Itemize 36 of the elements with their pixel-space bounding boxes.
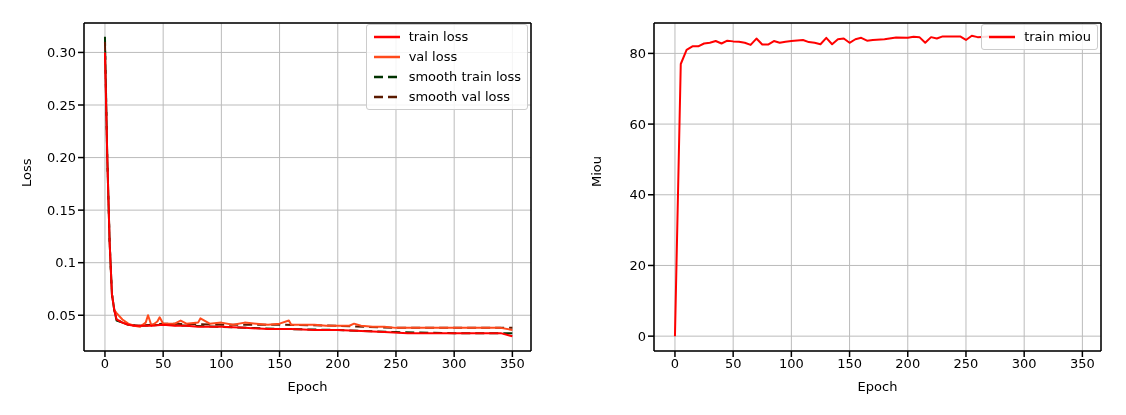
y-axis-title: Loss: [18, 158, 34, 187]
x-tick-label: 300: [441, 356, 467, 372]
legend-label: val loss: [408, 48, 458, 66]
x-axis-title: Epoch: [287, 379, 328, 394]
x-tick-label: 350: [499, 356, 525, 372]
legend-label: train miou: [1024, 28, 1091, 46]
x-tick-label: 100: [778, 356, 804, 372]
x-tick-label: 250: [953, 356, 979, 372]
x-tick-label: 200: [895, 356, 921, 372]
legend-label: train loss: [408, 28, 469, 46]
x-tick-label: 200: [325, 356, 351, 372]
legend-label: smooth val loss: [408, 88, 510, 106]
y-tick-label: 0.30: [47, 45, 76, 61]
x-tick-label: 50: [154, 356, 172, 372]
y-tick-label: 80: [629, 46, 646, 62]
x-tick-label: 350: [1069, 356, 1095, 372]
y-tick-label: 0.05: [47, 307, 76, 323]
x-tick-label: 100: [208, 356, 234, 372]
y-tick-label: 0: [637, 328, 646, 344]
x-tick-label: 300: [1011, 356, 1037, 372]
x-tick-label: 0: [670, 356, 680, 372]
y-tick-label: 0.20: [47, 150, 76, 166]
x-tick-label: 50: [724, 356, 742, 372]
y-tick-label: 0.1: [55, 255, 76, 271]
y-tick-label: 40: [629, 187, 646, 203]
y-tick-label: 60: [629, 116, 646, 132]
x-tick-label: 150: [837, 356, 862, 372]
y-tick-label: 0.25: [47, 97, 76, 113]
y-tick-label: 0.15: [47, 202, 76, 218]
x-axis-title: Epoch: [857, 379, 898, 394]
y-axis-title: Miou: [588, 155, 604, 187]
y-tick-label: 20: [629, 258, 646, 274]
legend-label: smooth train loss: [408, 68, 521, 86]
x-tick-label: 250: [383, 356, 409, 372]
x-tick-label: 0: [100, 356, 110, 372]
x-tick-label: 150: [267, 356, 292, 372]
